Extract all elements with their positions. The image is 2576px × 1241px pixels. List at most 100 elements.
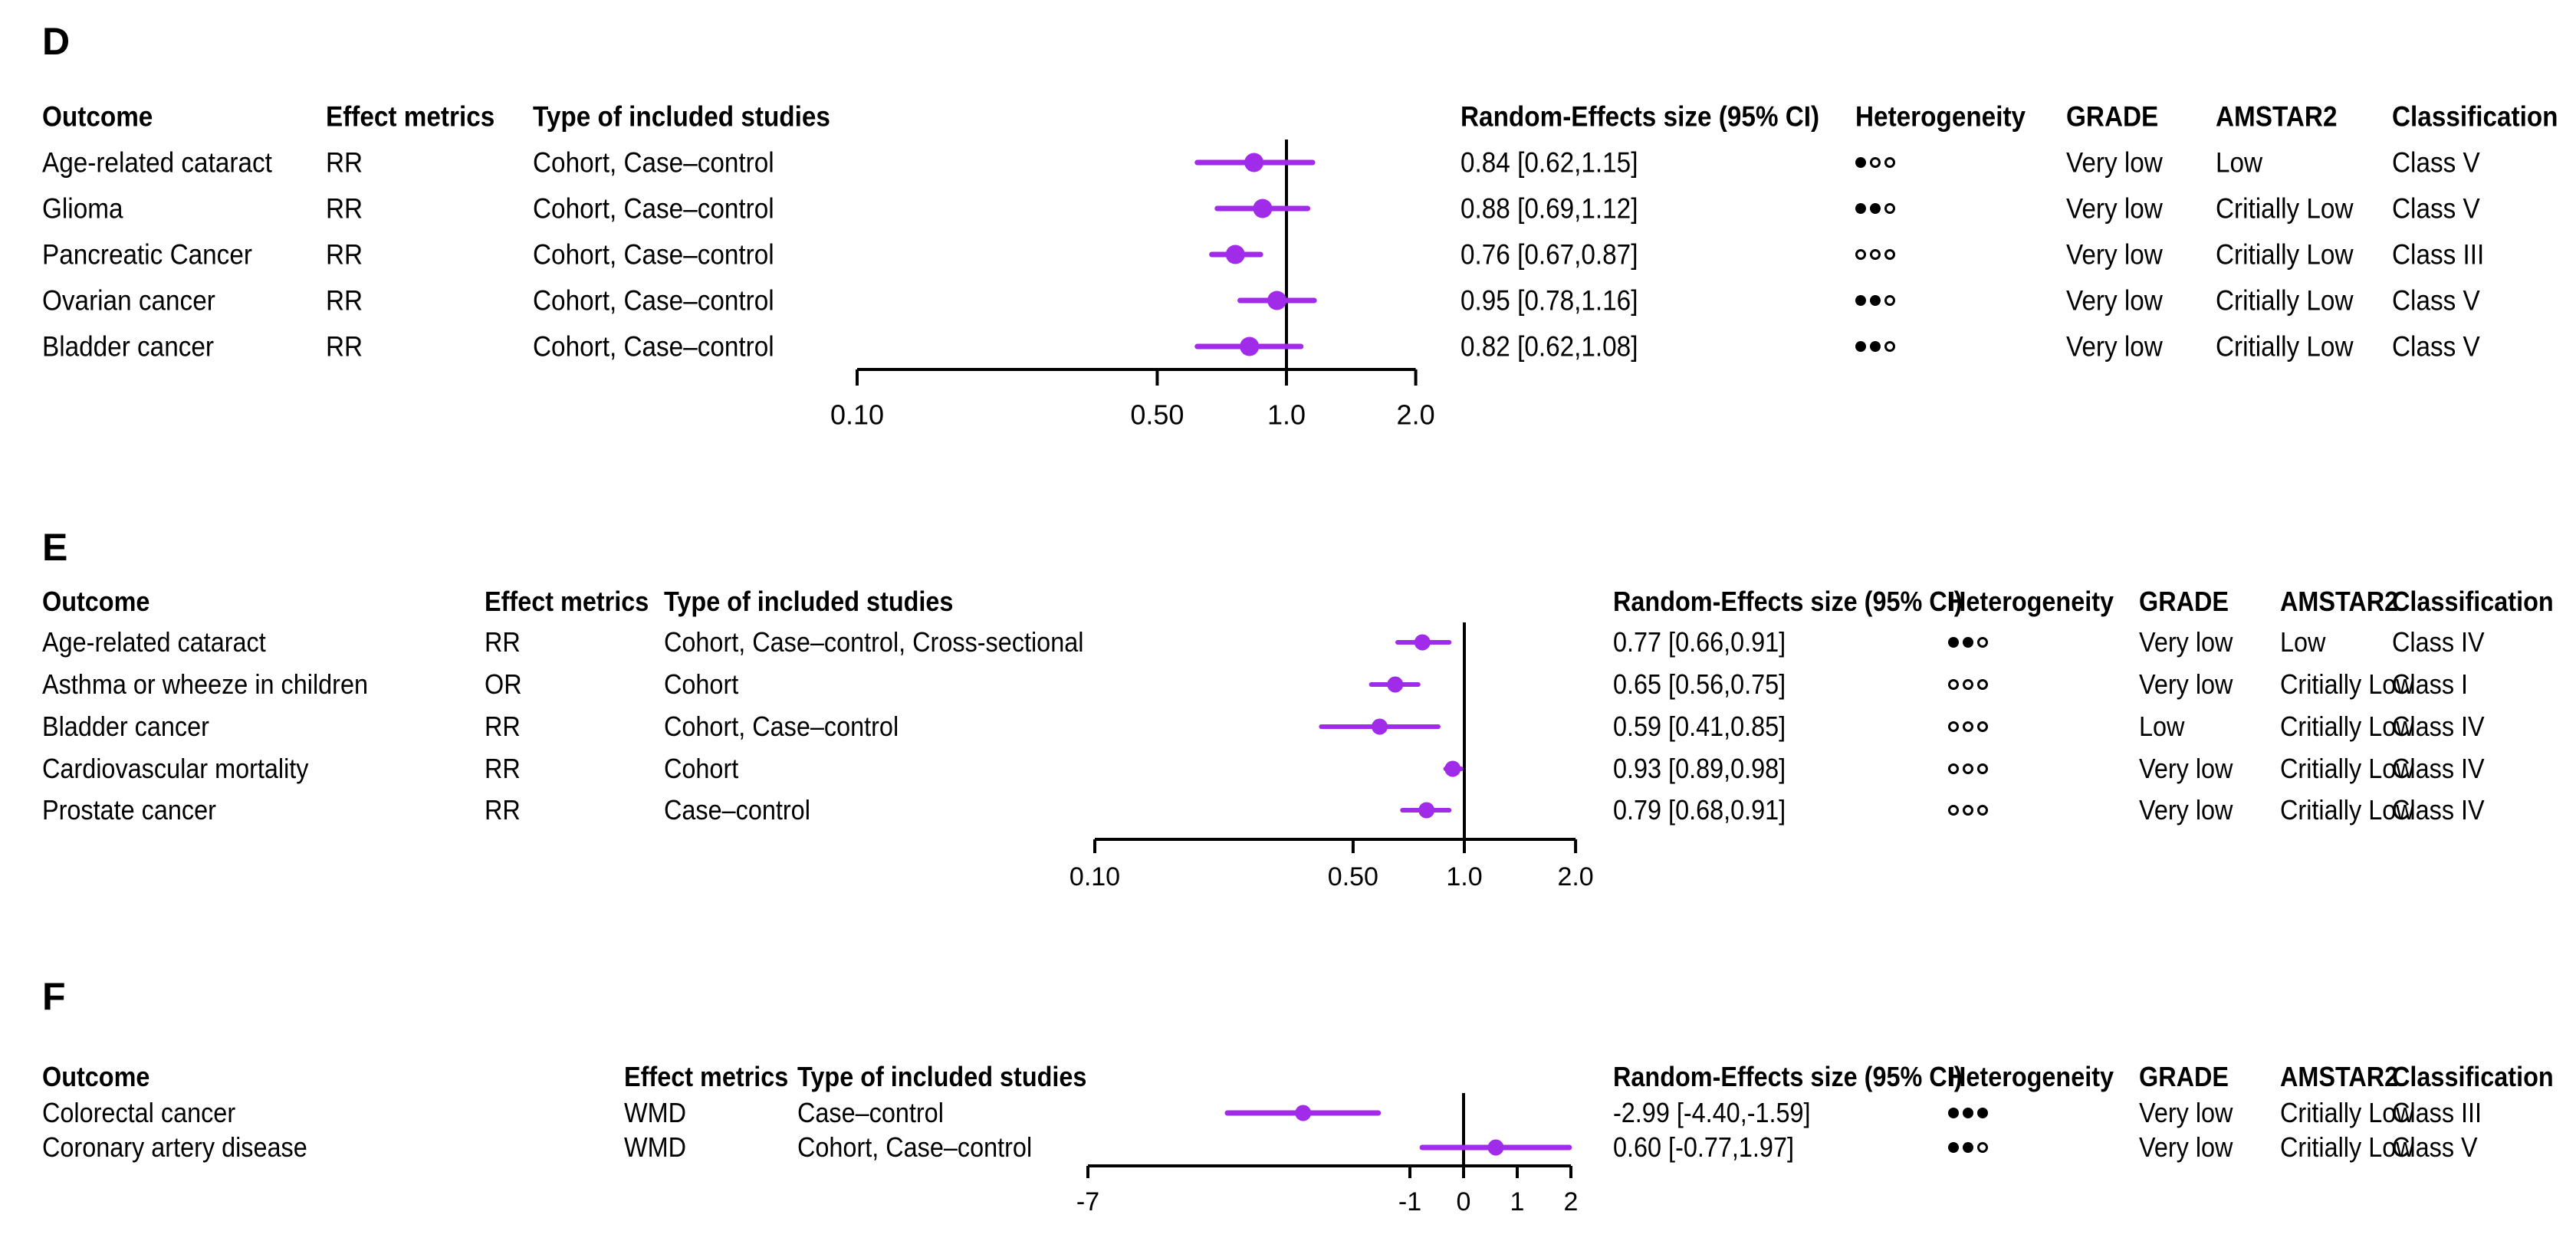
dot-open <box>1977 637 1988 648</box>
cell-effect: RR <box>485 711 521 742</box>
x-axis: -7 -1 0 1 2 <box>1076 1164 1579 1216</box>
forest-plot-panel-D: 0.10 0.50 1.0 2.0 <box>830 140 1435 431</box>
cell-amstar: Low <box>2280 626 2326 658</box>
cell-amstar: Critially Low <box>2280 1097 2414 1128</box>
cell-outcome: Coronary artery disease <box>42 1131 307 1163</box>
col-header-het: Heterogeneity <box>1948 586 2114 617</box>
cell-types: Case–control <box>664 794 810 826</box>
point-estimate <box>1444 760 1461 777</box>
cell-types: Cohort, Case–control, Cross-sectional <box>664 626 1084 658</box>
dot-open <box>1884 203 1895 214</box>
cell-amstar: Low <box>2216 146 2263 179</box>
cell-effect: RR <box>326 330 363 363</box>
axis-tick-label: 1.0 <box>1267 399 1306 431</box>
dot-filled <box>1855 203 1866 214</box>
dot-filled <box>1948 1108 1959 1118</box>
point-estimate <box>1372 718 1388 735</box>
axis-tick-label: 0 <box>1457 1187 1471 1216</box>
axis-tick-label: 1.0 <box>1446 862 1482 891</box>
heterogeneity-dots <box>1855 249 1895 260</box>
cell-effect: RR <box>326 192 363 225</box>
dot-filled <box>1855 341 1866 352</box>
col-header-outcome: Outcome <box>42 586 150 617</box>
heterogeneity-dots <box>1948 1142 1988 1153</box>
axis-tick-label: -1 <box>1398 1187 1421 1216</box>
axis-tick-label: 1 <box>1510 1187 1525 1216</box>
cell-types: Cohort, Case–control <box>533 284 774 317</box>
heterogeneity-dots <box>1855 341 1895 352</box>
cell-class: Class V <box>2392 146 2480 179</box>
cell-types: Cohort, Case–control <box>797 1131 1033 1163</box>
cell-class: Class V <box>2392 284 2480 317</box>
cell-re: 0.59 [0.41,0.85] <box>1613 711 1786 742</box>
col-header-amstar: AMSTAR2 <box>2216 100 2338 133</box>
axis-tick-label: 2.0 <box>1557 862 1593 891</box>
heterogeneity-dots <box>1948 637 1988 648</box>
cell-effect: WMD <box>624 1131 686 1163</box>
col-header-types: Type of included studies <box>533 100 830 133</box>
col-header-effect: Effect metrics <box>326 100 495 133</box>
col-header-amstar: AMSTAR2 <box>2280 586 2399 617</box>
point-estimate <box>1487 1139 1504 1156</box>
cell-outcome: Age-related cataract <box>42 626 266 658</box>
cell-effect: OR <box>485 668 522 700</box>
heterogeneity-dots <box>1948 679 1988 690</box>
col-header-grade: GRADE <box>2139 586 2229 617</box>
cell-re: -2.99 [-4.40,-1.59] <box>1613 1097 1811 1128</box>
dot-filled <box>1963 1142 1973 1153</box>
cell-class: Class V <box>2392 192 2480 225</box>
cell-grade: Very low <box>2066 192 2163 225</box>
cell-grade: Very low <box>2066 238 2163 271</box>
dot-open <box>1948 679 1959 690</box>
forest-plot-panel-E: 0.10 0.50 1.0 2.0 <box>1070 622 1594 891</box>
cell-outcome: Bladder cancer <box>42 711 209 742</box>
cell-grade: Very low <box>2139 753 2233 784</box>
cell-outcome: Glioma <box>42 192 123 225</box>
cell-types: Cohort, Case–control <box>533 146 774 179</box>
cell-amstar: Critially Low <box>2216 238 2354 271</box>
cell-outcome: Cardiovascular mortality <box>42 753 309 784</box>
col-header-effect: Effect metrics <box>624 1061 789 1092</box>
panel-label-f: F <box>42 975 66 1018</box>
cell-amstar: Critially Low <box>2280 794 2414 826</box>
cell-types: Cohort, Case–control <box>533 330 774 363</box>
point-estimate <box>1253 199 1273 218</box>
point-estimate <box>1225 245 1245 264</box>
col-header-types: Type of included studies <box>797 1061 1087 1092</box>
cell-types: Cohort <box>664 753 739 784</box>
axis-tick-label: 0.50 <box>1328 862 1378 891</box>
col-header-re: Random-Effects size (95% CI) <box>1460 100 1820 133</box>
cell-re: 0.93 [0.89,0.98] <box>1613 753 1786 784</box>
cell-grade: Very low <box>2066 284 2163 317</box>
cell-re: 0.88 [0.69,1.12] <box>1460 192 1638 225</box>
point-estimate <box>1387 676 1404 693</box>
cell-effect: RR <box>326 284 363 317</box>
cell-grade: Low <box>2139 711 2185 742</box>
cell-amstar: Critially Low <box>2216 192 2354 225</box>
cell-outcome: Asthma or wheeze in children <box>42 668 369 700</box>
dot-open <box>1963 721 1973 732</box>
cell-amstar: Critially Low <box>2280 1131 2414 1163</box>
dot-open <box>1870 249 1881 260</box>
dot-open <box>1963 763 1973 774</box>
dot-open <box>1977 763 1988 774</box>
col-header-types: Type of included studies <box>664 586 954 617</box>
axis-tick-label: 2.0 <box>1397 399 1435 431</box>
cell-effect: RR <box>485 753 521 784</box>
col-header-het: Heterogeneity <box>1855 100 2026 133</box>
dot-filled <box>1948 1142 1959 1153</box>
dot-open <box>1948 721 1959 732</box>
cell-grade: Very low <box>2139 1097 2233 1128</box>
cell-grade: Very low <box>2139 1131 2233 1163</box>
cell-types: Cohort, Case–control <box>533 238 774 271</box>
cell-amstar: Critially Low <box>2216 330 2354 363</box>
dot-filled <box>1870 203 1881 214</box>
dot-filled <box>1870 341 1881 352</box>
dot-filled <box>1963 1108 1973 1118</box>
dot-filled <box>1855 295 1866 306</box>
cell-outcome: Pancreatic Cancer <box>42 238 252 271</box>
heterogeneity-dots <box>1948 721 1988 732</box>
col-header-outcome: Outcome <box>42 100 153 133</box>
axis-tick-label: 2 <box>1564 1187 1579 1216</box>
